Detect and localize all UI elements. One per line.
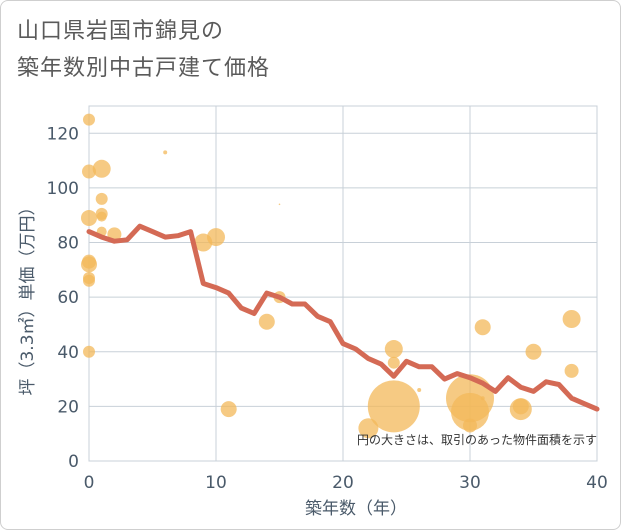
data-bubble	[525, 343, 542, 360]
data-bubble	[562, 310, 581, 328]
y-tick-label: 40	[57, 343, 79, 363]
chart-title: 山口県岩国市錦見の 築年数別中古戸建て価格	[17, 13, 270, 87]
data-bubble	[480, 396, 485, 401]
y-tick-label: 80	[57, 234, 79, 254]
data-bubble	[83, 345, 95, 358]
data-bubble	[82, 164, 96, 179]
data-bubble	[83, 113, 95, 126]
x-tick-label: 0	[84, 473, 95, 493]
data-bubble	[81, 209, 97, 226]
y-tick-label: 0	[68, 452, 79, 472]
data-bubble	[95, 192, 108, 205]
size-legend-note: 円の大きさは、取引のあった物件面積を示す	[357, 432, 597, 447]
y-tick-label: 20	[57, 397, 79, 417]
y-tick-label: 120	[47, 124, 79, 144]
x-tick-label: 20	[332, 473, 354, 493]
data-bubble	[367, 380, 420, 433]
data-bubble	[463, 418, 477, 433]
x-tick-label: 40	[586, 473, 608, 493]
bubble-series	[81, 113, 581, 439]
data-bubble	[83, 274, 95, 287]
y-tick-label: 100	[47, 179, 79, 199]
x-tick-label: 10	[205, 473, 227, 493]
x-tick-label: 30	[459, 473, 481, 493]
x-axis-label: 築年数（年）	[305, 499, 407, 519]
data-bubble	[417, 388, 422, 392]
data-bubble	[81, 256, 97, 273]
y-axis-label: 坪（3.3㎡）単価（万円）	[18, 198, 38, 395]
data-bubble	[387, 356, 400, 369]
x-tick-labels: 0 10 20 30 40	[84, 473, 608, 493]
data-bubble	[509, 398, 532, 421]
data-bubble	[92, 159, 111, 178]
average-price-line	[86, 223, 600, 412]
data-bubble	[451, 392, 489, 431]
data-bubble	[474, 319, 491, 336]
y-tick-labels: 0 20 40 60 80 100 120	[47, 124, 79, 472]
data-bubble	[220, 401, 237, 418]
data-bubble	[163, 150, 168, 155]
data-bubble	[258, 313, 275, 330]
data-bubble	[278, 203, 281, 206]
data-bubble	[384, 340, 403, 359]
title-line-1: 山口県岩国市錦見の	[17, 19, 225, 44]
data-bubble	[564, 363, 579, 378]
data-bubble	[96, 211, 107, 222]
data-bubble	[358, 418, 379, 439]
y-tick-label: 60	[57, 288, 79, 308]
data-bubble	[207, 228, 225, 247]
title-line-2: 築年数別中古戸建て価格	[17, 56, 271, 81]
